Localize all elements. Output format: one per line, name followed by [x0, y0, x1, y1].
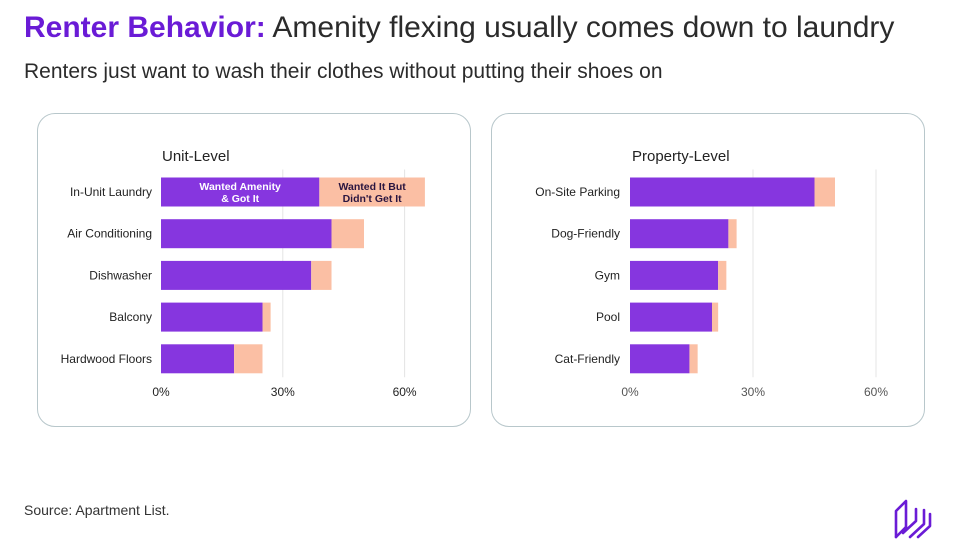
page-subtitle: Renters just want to wash their clothes …	[24, 60, 663, 83]
series-label-didnt-get-it-line2: Didn't Get It	[343, 193, 403, 205]
title-accent: Renter Behavior:	[24, 11, 266, 44]
chart-title: Property-Level	[632, 148, 730, 165]
category-label-gym: Gym	[595, 268, 620, 282]
bar-air-conditioning-didnt-get-it	[331, 219, 364, 249]
bar-cat-friendly-got-it	[630, 344, 690, 374]
category-label-balcony: Balcony	[109, 310, 152, 324]
bar-in-unit-laundry-got-it	[161, 177, 320, 207]
x-tick-label-0: 0%	[152, 385, 170, 399]
bar-dog-friendly-didnt-get-it	[728, 219, 737, 249]
unit-level-chart-panel: Unit-Level In-Unit Laundry Air Conditionin…	[37, 113, 471, 427]
bar-gym-got-it	[630, 260, 719, 290]
category-label-dog-friendly: Dog-Friendly	[551, 227, 620, 241]
bar-dog-friendly-got-it	[630, 219, 729, 249]
property-level-chart: Property-Level On-Site Parking Dog-Friendl…	[535, 148, 888, 399]
bar-cat-friendly-didnt-get-it	[689, 344, 698, 374]
bar-pool-didnt-get-it	[712, 302, 719, 332]
x-tick-label-0: 0%	[621, 385, 639, 399]
series-label-got-it-line1: Wanted Amenity	[199, 181, 281, 193]
chart-title: Unit-Level	[162, 148, 230, 165]
bar-on-site-parking-got-it	[630, 177, 815, 207]
bar-balcony-got-it	[161, 302, 263, 332]
category-label-hardwood-floors: Hardwood Floors	[61, 352, 152, 366]
bar-in-unit-laundry-didnt-get-it	[319, 177, 425, 207]
source-note: Source: Apartment List.	[24, 502, 170, 518]
category-label-cat-friendly: Cat-Friendly	[555, 352, 620, 366]
bar-hardwood-floors-didnt-get-it	[234, 344, 263, 374]
category-label-air-conditioning: Air Conditioning	[67, 227, 152, 241]
series-label-didnt-get-it-line1: Wanted It But	[338, 181, 406, 193]
x-tick-label-30: 30%	[741, 385, 765, 399]
title-rest: Amenity flexing usually comes down to la…	[272, 11, 895, 44]
bar-on-site-parking-didnt-get-it	[814, 177, 835, 207]
bar-gym-didnt-get-it	[718, 260, 727, 290]
apartment-list-logo-icon	[894, 499, 932, 539]
series-label-got-it-line2: & Got It	[221, 193, 259, 205]
property-level-chart-panel: Property-Level On-Site Parking Dog-Friendl…	[491, 113, 925, 427]
category-label-in-unit-laundry: In-Unit Laundry	[70, 185, 152, 199]
x-tick-label-60: 60%	[864, 385, 888, 399]
bar-air-conditioning-got-it	[161, 219, 332, 249]
x-tick-label-60: 60%	[393, 385, 417, 399]
category-label-dishwasher: Dishwasher	[89, 268, 152, 282]
bar-hardwood-floors-got-it	[161, 344, 235, 374]
bar-dishwasher-didnt-get-it	[311, 260, 332, 290]
bar-pool-got-it	[630, 302, 712, 332]
page-title: Renter Behavior: Amenity flexing usually…	[24, 11, 894, 45]
category-label-pool: Pool	[596, 310, 620, 324]
unit-level-chart: Unit-Level In-Unit Laundry Air Conditionin…	[61, 148, 425, 399]
x-tick-label-30: 30%	[271, 385, 295, 399]
category-label-on-site-parking: On-Site Parking	[535, 185, 620, 199]
bar-dishwasher-got-it	[161, 260, 312, 290]
bar-balcony-didnt-get-it	[262, 302, 271, 332]
